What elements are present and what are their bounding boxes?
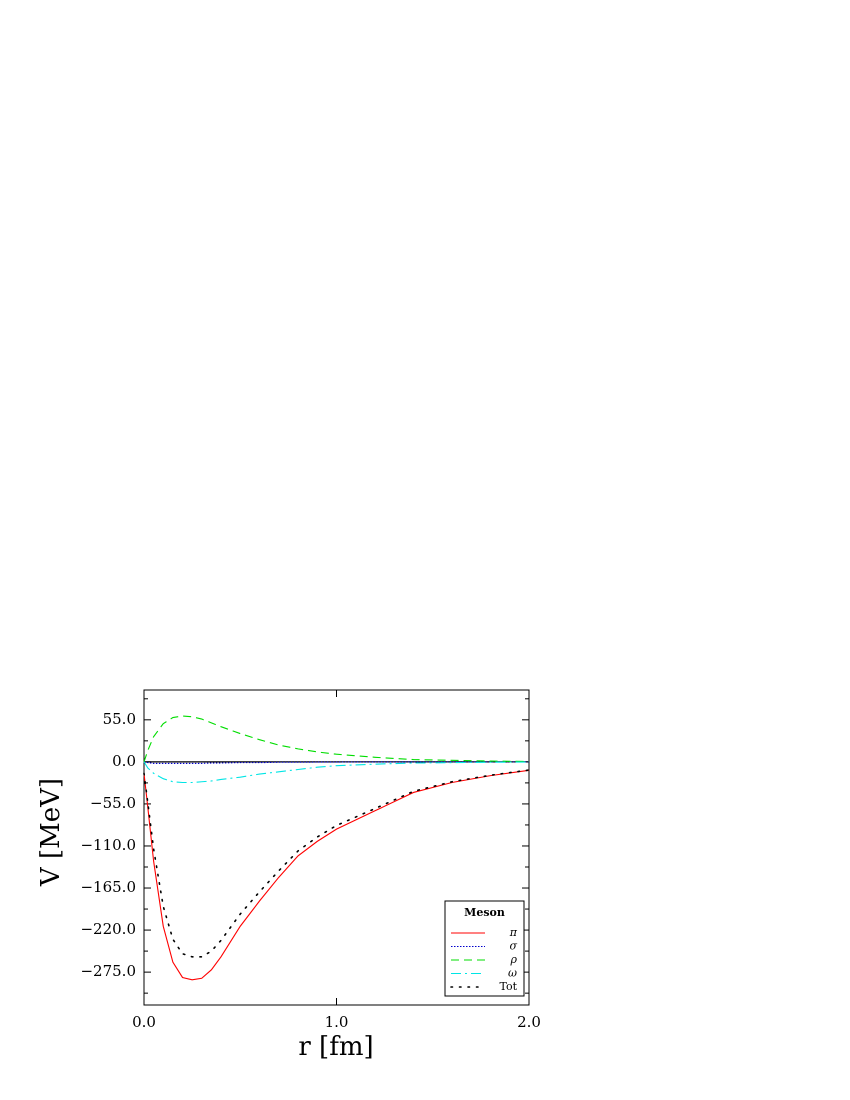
series-line: [143, 715, 530, 763]
legend-label: ω: [508, 967, 517, 980]
y-tick-label: −165.0: [80, 878, 136, 896]
y-tick-label: 55.0: [103, 710, 136, 728]
legend-label: σ: [509, 940, 517, 953]
x-tick-label: 1.0: [325, 1013, 349, 1031]
series-line: [143, 761, 529, 764]
legend-label: π: [509, 926, 518, 939]
y-axis-label: V [MeV]: [36, 778, 66, 887]
series-line: [143, 769, 530, 981]
legend-box: [444, 900, 525, 997]
x-tick-label: 2.0: [517, 1013, 541, 1031]
y-tick-label: −110.0: [80, 836, 136, 854]
series-line: [143, 761, 530, 784]
y-tick-label: 0.0: [112, 752, 136, 770]
x-axis-label: r [fm]: [298, 1032, 373, 1062]
y-tick-label: −275.0: [80, 962, 136, 980]
x-tick-label: 0.0: [132, 1013, 156, 1031]
y-tick-label: −55.0: [90, 794, 136, 812]
legend-title: Meson: [464, 906, 505, 919]
series-line: [143, 769, 530, 958]
y-tick-label: −220.0: [80, 920, 136, 938]
legend-label: Tot: [499, 980, 517, 993]
legend-label: ρ: [510, 953, 518, 966]
